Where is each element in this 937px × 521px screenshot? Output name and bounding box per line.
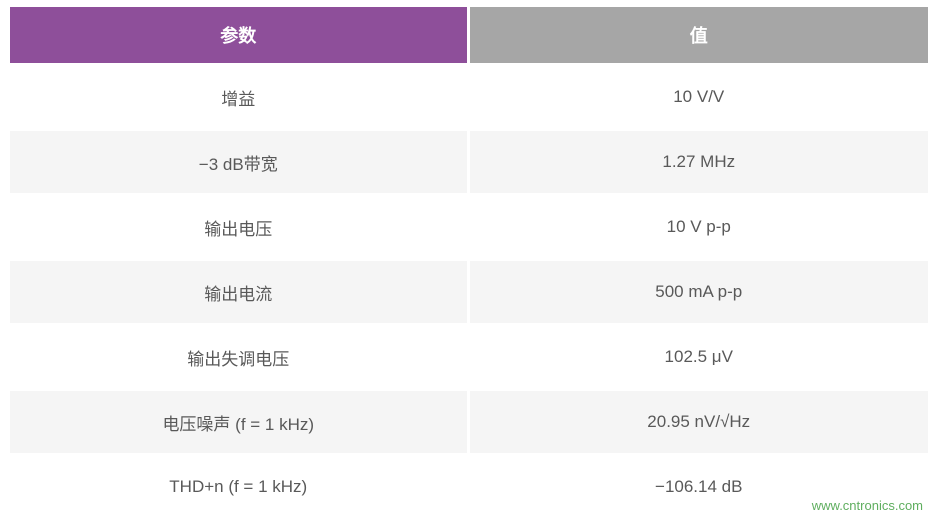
value-cell: 1.27 MHz — [470, 131, 928, 193]
value-cell: 20.95 nV/√Hz — [470, 391, 928, 453]
param-cell: 输出电压 — [10, 196, 468, 258]
table-header-row: 参数 值 — [10, 7, 928, 63]
table-row: 输出电压 10 V p-p — [10, 196, 928, 258]
param-cell: 增益 — [10, 66, 468, 128]
value-cell: 10 V p-p — [470, 196, 928, 258]
table-body: 增益 10 V/V −3 dB带宽 1.27 MHz 输出电压 10 V p-p… — [10, 66, 928, 518]
value-cell: 500 mA p-p — [470, 261, 928, 323]
table-row: −3 dB带宽 1.27 MHz — [10, 131, 928, 193]
column-header-parameter: 参数 — [10, 7, 468, 63]
param-cell: −3 dB带宽 — [10, 131, 468, 193]
spec-table-container: 参数 值 增益 10 V/V −3 dB带宽 1.27 MHz 输出电压 10 … — [7, 0, 931, 521]
spec-table: 参数 值 增益 10 V/V −3 dB带宽 1.27 MHz 输出电压 10 … — [7, 4, 931, 521]
param-cell: 输出电流 — [10, 261, 468, 323]
value-cell: 102.5 μV — [470, 326, 928, 388]
param-cell: THD+n (f = 1 kHz) — [10, 456, 468, 518]
column-header-value: 值 — [470, 7, 928, 63]
table-row: 增益 10 V/V — [10, 66, 928, 128]
table-row: 电压噪声 (f = 1 kHz) 20.95 nV/√Hz — [10, 391, 928, 453]
table-row: THD+n (f = 1 kHz) −106.14 dB — [10, 456, 928, 518]
table-row: 输出电流 500 mA p-p — [10, 261, 928, 323]
value-cell: 10 V/V — [470, 66, 928, 128]
param-cell: 电压噪声 (f = 1 kHz) — [10, 391, 468, 453]
watermark-text: www.cntronics.com — [812, 498, 923, 513]
table-row: 输出失调电压 102.5 μV — [10, 326, 928, 388]
param-cell: 输出失调电压 — [10, 326, 468, 388]
